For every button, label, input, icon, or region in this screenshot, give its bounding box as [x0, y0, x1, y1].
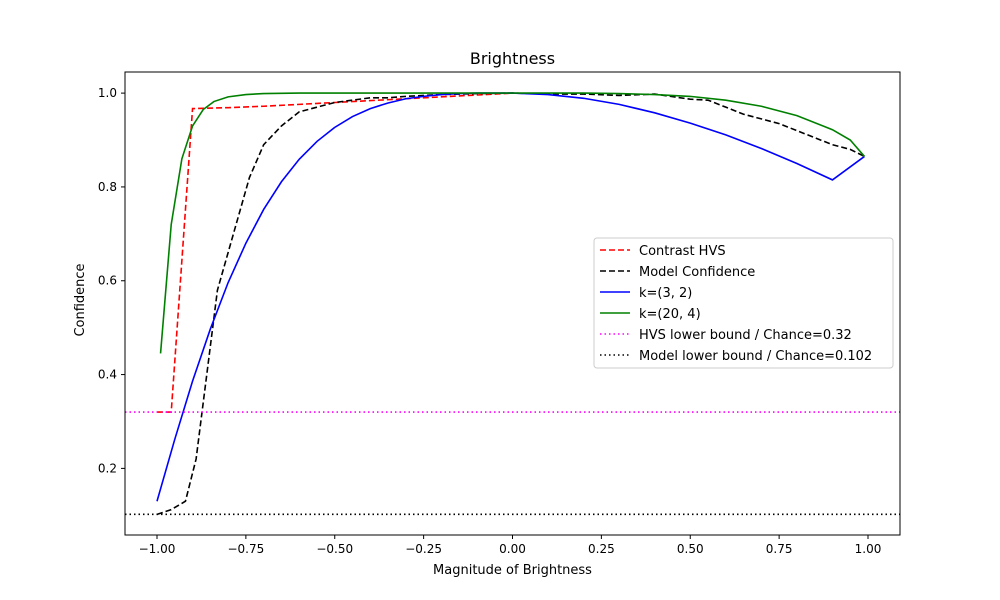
x-tick-label: 0.75: [766, 542, 793, 556]
x-tick-label: 0.25: [588, 542, 615, 556]
x-tick-label: 0.50: [677, 542, 704, 556]
legend-label-0: Contrast HVS: [639, 244, 726, 259]
x-tick-label: −1.00: [139, 542, 176, 556]
legend: Contrast HVS Model Confidence k=(3, 2) k=(2…: [593, 237, 894, 369]
series-line-0: [157, 92, 513, 413]
y-tick-label: 0.6: [98, 274, 117, 288]
series-line-3: [159, 92, 866, 354]
x-tick-label: −0.75: [227, 542, 264, 556]
legend-box: [593, 237, 894, 369]
legend-label-3: k=(20, 4): [639, 307, 701, 322]
x-tick-label: −0.50: [316, 542, 353, 556]
y-tick-label: 0.4: [98, 368, 117, 382]
y-axis-title: Confidence: [73, 263, 88, 336]
series-layer: [125, 92, 900, 516]
legend-label-1: Model Confidence: [639, 265, 755, 280]
legend-label-5: Model lower bound / Chance=0.102: [639, 349, 872, 364]
legend-label-2: k=(3, 2): [639, 286, 692, 301]
x-tick-label: 0.00: [499, 542, 526, 556]
y-tick-label: 0.8: [98, 180, 117, 194]
y-tick-label: 0.2: [98, 461, 117, 475]
legend-label-4: HVS lower bound / Chance=0.32: [639, 328, 852, 343]
series-line-2: [156, 92, 865, 502]
axes-layer: −1.00 −0.75 −0.50 −0.25 0.00 0.25 0.50 0.75 1.00…: [98, 71, 901, 556]
chart-title: Brightness: [470, 49, 555, 68]
x-tick-label: −0.25: [405, 542, 442, 556]
x-tick-label: 1.00: [855, 542, 882, 556]
series-line-1: [156, 92, 865, 516]
y-tick-label: 1.0: [98, 86, 117, 100]
x-axis-title: Magnitude of Brightness: [433, 563, 592, 578]
